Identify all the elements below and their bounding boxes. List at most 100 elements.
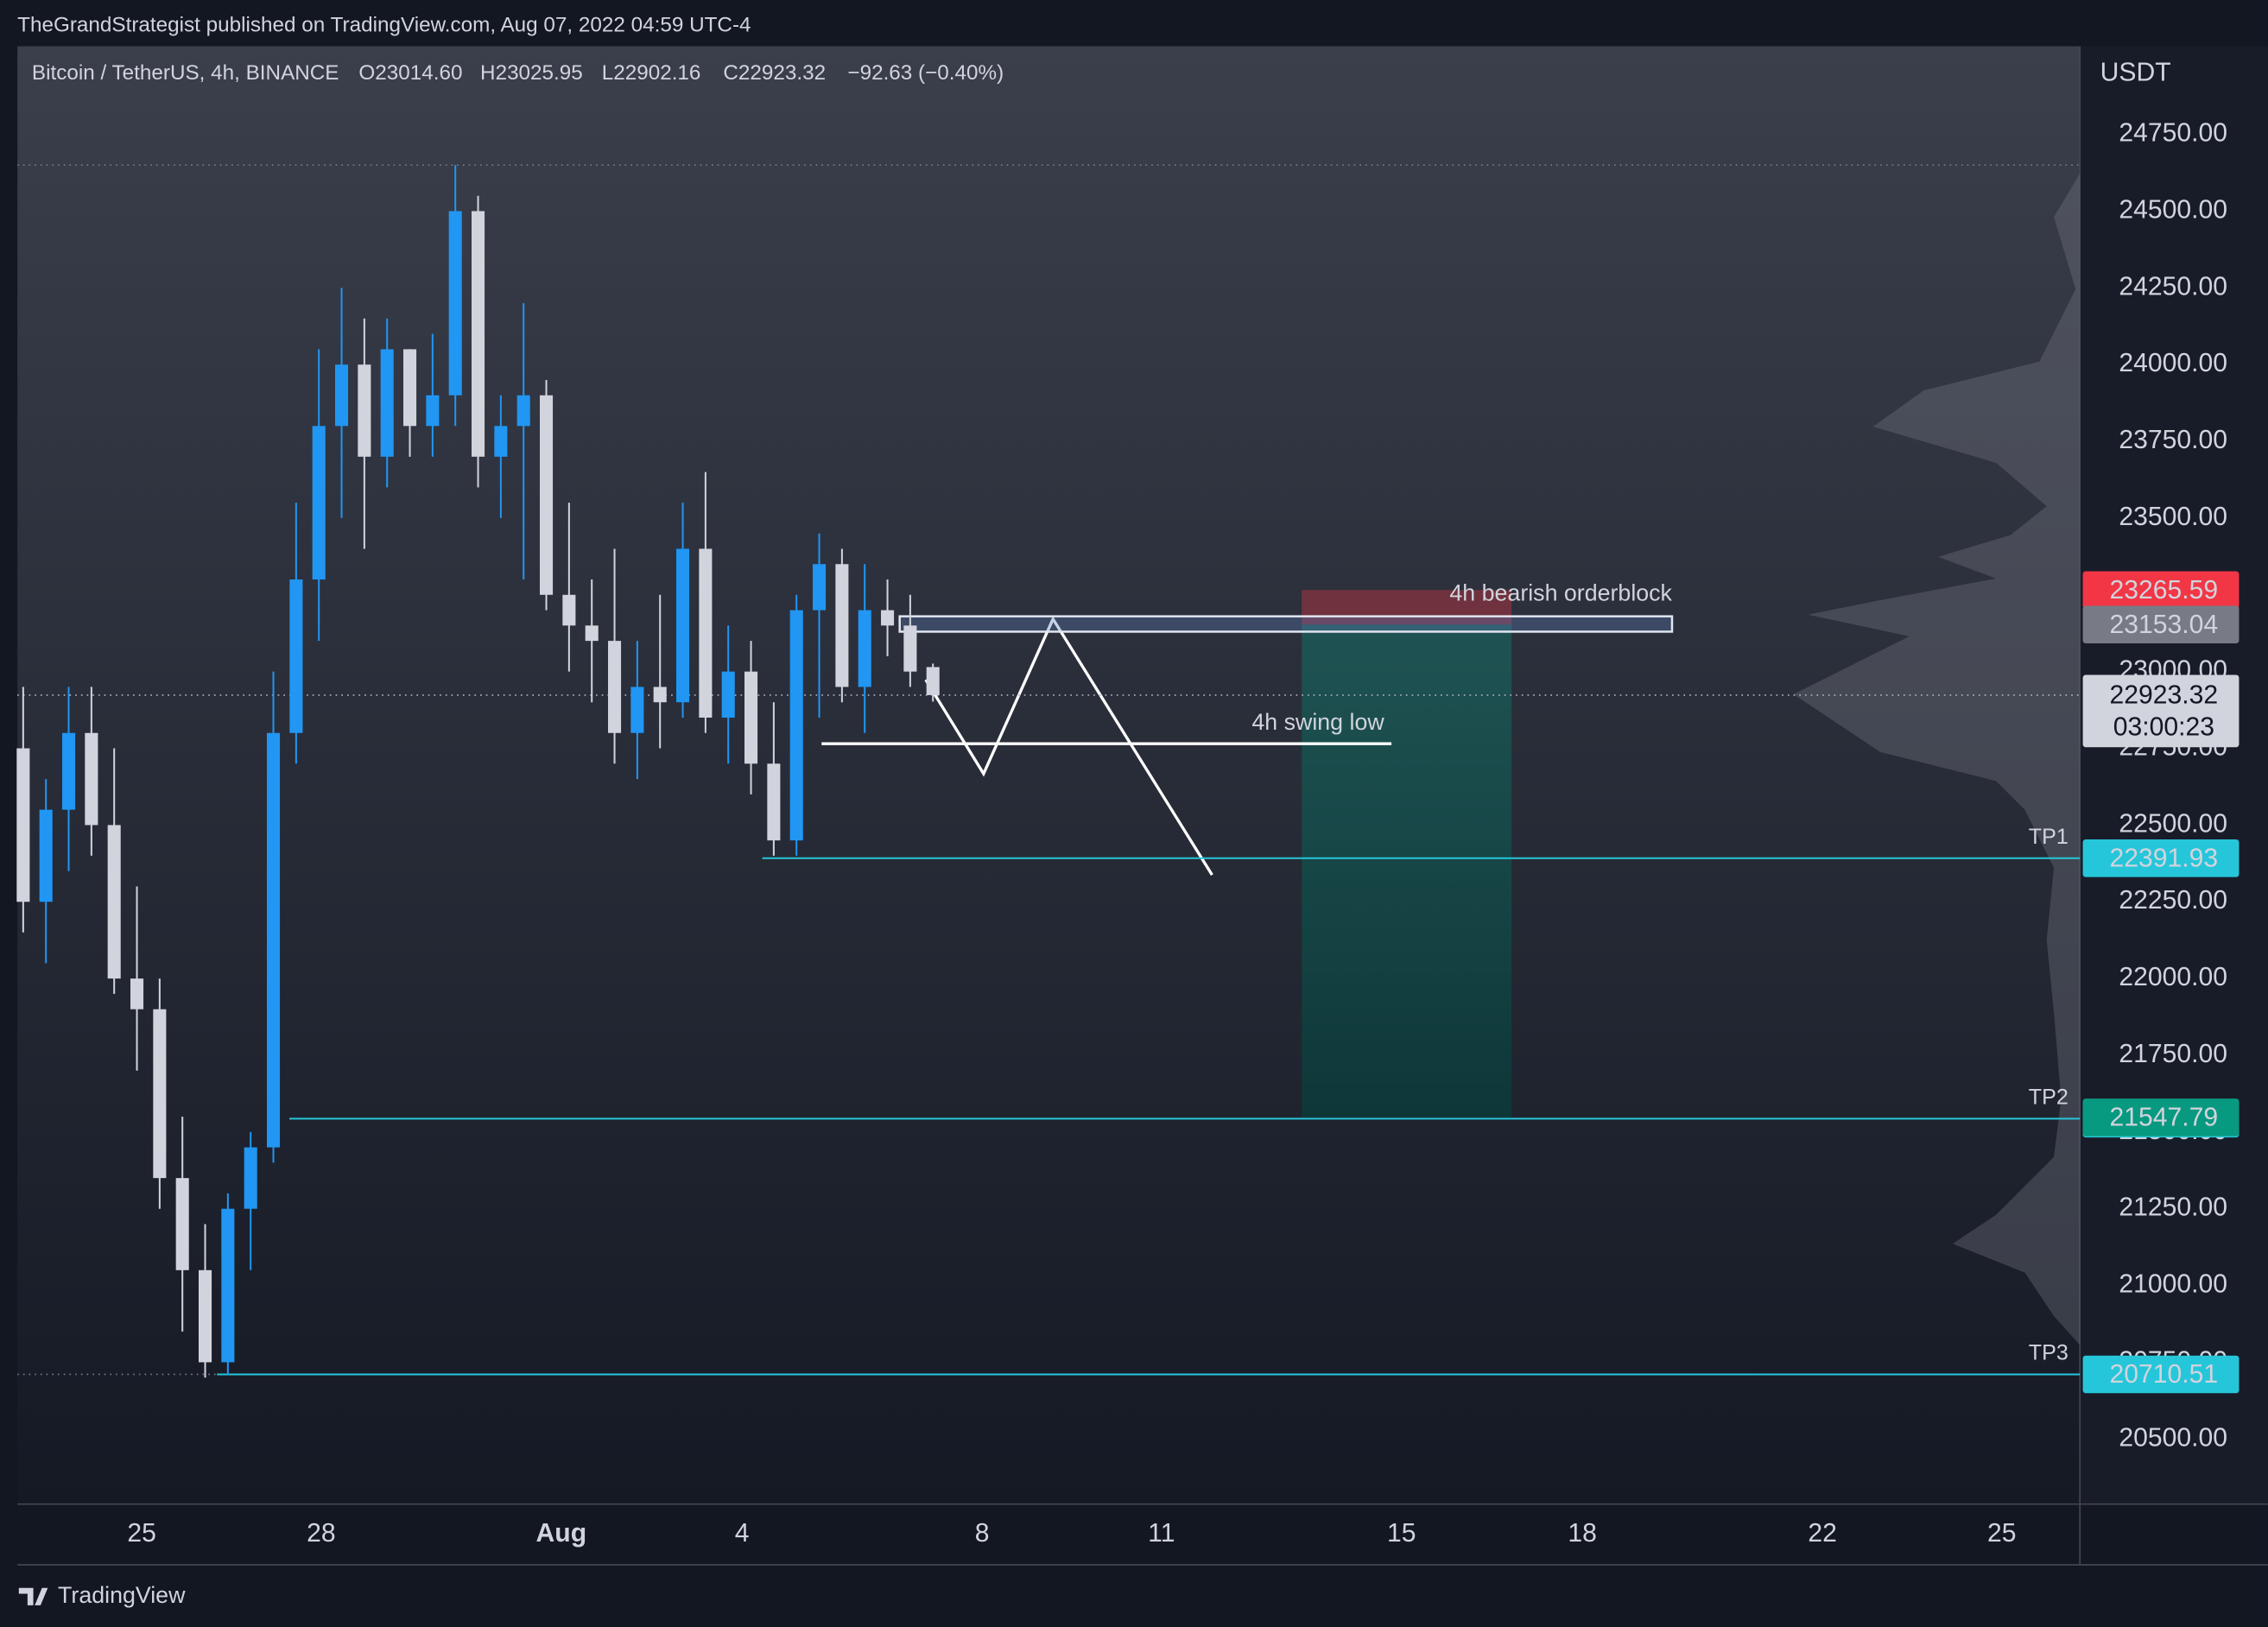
last-price-tag [2082,674,2239,748]
y-tick-label: 22500.00 [2119,809,2227,838]
price-tag [2082,571,2239,610]
ohlc-value: H23025.95 [480,61,583,85]
candle-body [516,395,530,427]
y-tick-label: 21250.00 [2119,1193,2227,1222]
candle-body [198,1269,212,1363]
y-tick-label: 23500.00 [2119,503,2227,531]
volume-profile [1793,173,2081,1345]
x-tick-label: 22 [1808,1519,1837,1548]
candle-body [426,395,440,427]
position-stop [1302,590,1512,625]
price-axis [2080,46,2268,1504]
orderblock-label: 4h bearish orderblock [1449,580,1672,606]
candle-body [721,671,735,718]
candle-body [130,978,144,1010]
candle-body [107,825,121,979]
x-tick-label: 18 [1568,1519,1597,1548]
candle-body [472,211,485,457]
candle-body [289,579,303,733]
candle-body [926,667,940,695]
level-label: TP1 [2029,825,2068,849]
brand: TradingView [58,1582,186,1608]
countdown: 03:00:23 [2113,712,2214,741]
candle-body [16,748,30,902]
y-tick-label: 24750.00 [2119,119,2227,148]
price-tag [2082,1098,2239,1136]
y-tick-label: 22250.00 [2119,886,2227,915]
price-tag-label: 23153.04 [2110,611,2219,639]
x-tick-label: 8 [975,1519,990,1548]
candle-body [494,426,508,457]
candle-body [608,641,622,733]
price-tag [2082,839,2239,877]
candle-body [221,1208,235,1363]
x-tick-label: 28 [307,1519,336,1548]
candle-body [835,564,849,687]
candle-body [153,1009,167,1179]
plot-area [17,46,2081,1504]
candle-body [903,625,917,672]
orderblock [898,615,1674,633]
position-target [1302,624,1512,1117]
price-tag-label: 21547.79 [2110,1103,2219,1131]
currency: USDT [2100,58,2171,86]
candle-body [881,610,895,626]
symbol: Bitcoin / TetherUS, 4h, BINANCE [32,61,339,85]
x-tick-label: 25 [127,1519,156,1548]
candle-body [403,349,417,427]
y-tick-label: 24000.00 [2119,349,2227,377]
candle-body [61,732,76,810]
price-tag-label: 20710.51 [2110,1360,2219,1389]
y-tick-label: 22000.00 [2119,963,2227,991]
x-tick-label: Aug [536,1519,587,1548]
price-tag-label: 22391.93 [2110,844,2219,872]
x-tick-label: 15 [1387,1519,1416,1548]
candle-body [858,610,871,687]
price-tag [2082,1355,2239,1394]
level-label: TP2 [2029,1086,2068,1110]
price-tag-label: 23265.59 [2110,576,2219,605]
y-tick-label: 20500.00 [2119,1423,2227,1452]
candle-body [85,732,98,826]
candle-body [562,594,576,626]
y-tick-label: 24500.00 [2119,195,2227,224]
candle-body [699,548,713,718]
change: −92.63 (−0.40%) [847,61,1004,85]
candle-body [813,564,827,611]
x-tick-label: 4 [735,1519,750,1548]
candle-body [630,687,644,733]
x-tick-label: 11 [1148,1519,1175,1548]
ohlc-value: L22902.16 [602,61,701,85]
candle-body [244,1147,257,1209]
projection-path [924,616,1213,877]
brand-logo [18,1587,48,1605]
candle-body [653,687,667,703]
candle-body [744,671,758,764]
publish-info: TheGrandStrategist published on TradingV… [17,14,751,37]
candle-body [585,625,599,642]
candle-body [380,349,394,457]
candle-body [540,395,554,595]
ohlc-value: O23014.60 [358,61,462,85]
y-tick-label: 24250.00 [2119,272,2227,301]
y-tick-label: 23750.00 [2119,426,2227,454]
candle-body [266,732,281,1148]
candle-body [676,548,690,703]
price-tag [2082,605,2239,644]
candle-body [358,364,371,457]
candle-body [767,763,781,841]
candle-body [312,426,326,580]
ohlc-value: C22923.32 [723,61,826,85]
y-tick-label: 21000.00 [2119,1270,2227,1299]
candle-body [39,809,53,902]
y-tick-label: 21750.00 [2119,1040,2227,1068]
swing-low-label: 4h swing low [1251,709,1384,735]
candle-body [175,1178,189,1270]
x-tick-label: 25 [1987,1519,2017,1548]
last-price-label: 22923.32 [2110,681,2219,710]
candle-body [448,211,462,396]
candle-body [789,610,803,841]
level-label: TP3 [2029,1341,2068,1365]
candle-body [334,364,349,427]
